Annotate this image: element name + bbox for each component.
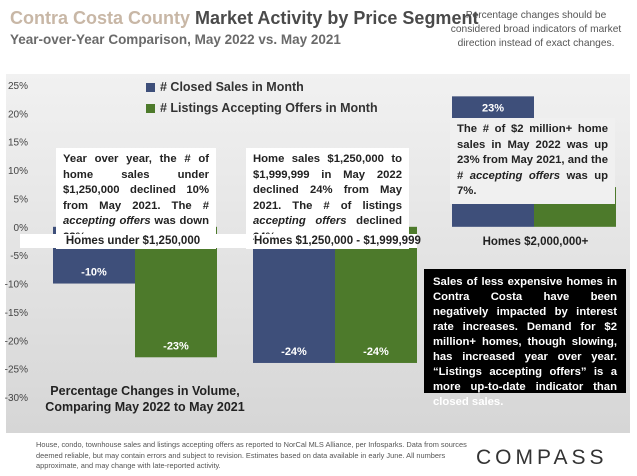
y-tick-label: 20% <box>8 109 28 120</box>
caption-line1: Percentage Changes in Volume, <box>50 384 240 398</box>
compass-logo: COMPASS <box>476 446 608 469</box>
y-tick-label: 25% <box>8 81 28 92</box>
data-label-listings-0: -23% <box>163 340 189 352</box>
y-axis-ticks: 25% 20% 15% 10% 5% 0% -5% -10% -15% -20% -25% -30% <box>5 81 28 404</box>
legend-closed-label: # Closed Sales in Month <box>160 80 304 94</box>
callout-1250k-2m: Home sales $1,250,000 to $1,999,999 in M… <box>246 148 409 249</box>
callout3-text: The # of $2 million+ home sales in May 2… <box>457 123 608 182</box>
data-label-closed-sales-0: -10% <box>81 267 107 279</box>
title-rest: Market Activity by Price Segment <box>190 8 479 28</box>
y-tick-label: 15% <box>8 138 28 149</box>
bars <box>53 96 616 363</box>
legend-swatch-closed <box>146 83 155 92</box>
category-label-2m-plus: Homes $2,000,000+ <box>482 236 589 248</box>
y-tick-label: 5% <box>14 194 29 205</box>
data-label-closed-sales-1: -24% <box>281 346 307 358</box>
data-label-listings-1: -24% <box>363 346 389 358</box>
y-tick-label: -30% <box>5 393 28 404</box>
title-block: Contra Costa County Market Activity by P… <box>10 8 478 47</box>
category-label-1250k-2m: Homes $1,250,000 - $1,999,999 <box>254 234 421 248</box>
callout1-text: Year over year, the # of home sales unde… <box>63 153 209 212</box>
callout2-text: Home sales $1,250,000 to $1,999,999 in M… <box>253 153 402 212</box>
y-tick-label: -15% <box>5 308 28 319</box>
legend-listings: # Listings Accepting Offers in Month <box>146 101 378 115</box>
chart-subtitle: Year-over-Year Comparison, May 2022 vs. … <box>10 32 341 47</box>
callout1-emph: accepting offers <box>63 215 151 227</box>
footer-source: House, condo, townhouse sales and listin… <box>36 440 467 470</box>
bar-closed-sales-1 <box>253 226 335 363</box>
legend-listings-label: # Listings Accepting Offers in Month <box>160 101 378 115</box>
callout-under-1250k: Year over year, the # of home sales unde… <box>56 148 216 249</box>
legend-closed-sales: # Closed Sales in Month <box>146 80 304 94</box>
callout3-emph: accepting offers <box>469 169 561 182</box>
callout2-emph: accepting offers <box>253 215 347 227</box>
y-tick-label: -5% <box>10 251 28 262</box>
legend-swatch-listings <box>146 104 155 113</box>
y-tick-label: 10% <box>8 166 28 177</box>
disclaimer-note: Percentage changes should be considered … <box>450 10 622 49</box>
data-label-closed-sales-2: 23% <box>482 102 504 114</box>
y-tick-label: -20% <box>5 336 28 347</box>
callout3-end: was up 7%. <box>457 169 609 198</box>
category-label-under-1250k: Homes under $1,250,000 <box>20 234 246 248</box>
caption-line2: Comparing May 2022 to May 2021 <box>45 400 245 414</box>
y-tick-label: -10% <box>5 280 28 291</box>
x-axis-caption: Percentage Changes in Volume, Comparing … <box>30 383 260 415</box>
y-tick-label: 0% <box>14 223 29 234</box>
y-tick-label: -25% <box>5 365 28 376</box>
callout-2m-plus: The # of $2 million+ home sales in May 2… <box>450 118 615 204</box>
title-highlight: Contra Costa County <box>10 8 190 28</box>
chart-title: Contra Costa County Market Activity by P… <box>10 8 478 29</box>
bar-listings-1 <box>335 226 417 363</box>
summary-box: Sales of less expensive homes in Contra … <box>424 269 626 408</box>
